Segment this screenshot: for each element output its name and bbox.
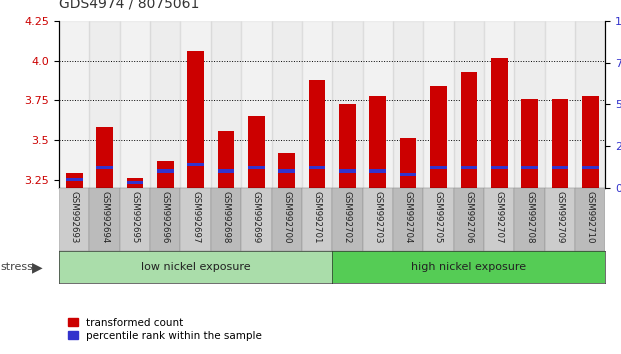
Bar (461, 166, 477, 170)
FancyBboxPatch shape (575, 188, 605, 251)
Bar (96, 166, 113, 170)
Text: GSM992695: GSM992695 (130, 191, 139, 243)
Bar (89, 21, 120, 188)
FancyBboxPatch shape (484, 188, 514, 251)
Bar (127, 181, 143, 184)
Text: GSM992699: GSM992699 (252, 191, 261, 243)
Text: GSM992705: GSM992705 (434, 191, 443, 243)
Bar (424, 21, 454, 188)
Text: GSM992697: GSM992697 (191, 191, 200, 243)
FancyBboxPatch shape (89, 188, 120, 251)
Bar (188, 51, 204, 188)
Bar (551, 166, 568, 170)
Bar (461, 72, 477, 188)
Text: low nickel exposure: low nickel exposure (141, 262, 250, 272)
Bar (491, 166, 507, 170)
FancyBboxPatch shape (181, 188, 211, 251)
Bar (369, 169, 386, 173)
Bar (309, 80, 325, 188)
FancyBboxPatch shape (363, 188, 393, 251)
FancyBboxPatch shape (514, 188, 545, 251)
FancyBboxPatch shape (271, 188, 302, 251)
Bar (271, 21, 302, 188)
Bar (302, 21, 332, 188)
Text: GSM992694: GSM992694 (100, 191, 109, 243)
Legend: transformed count, percentile rank within the sample: transformed count, percentile rank withi… (64, 314, 266, 345)
Bar (393, 21, 424, 188)
Text: GSM992702: GSM992702 (343, 191, 352, 243)
Text: GSM992708: GSM992708 (525, 191, 534, 243)
Text: stress: stress (1, 262, 34, 272)
Bar (339, 169, 356, 173)
Bar (514, 21, 545, 188)
Bar (217, 131, 234, 188)
FancyBboxPatch shape (241, 188, 271, 251)
Text: GSM992703: GSM992703 (373, 191, 383, 243)
Bar (211, 21, 241, 188)
Text: GSM992709: GSM992709 (555, 191, 564, 243)
Bar (59, 21, 89, 188)
Bar (120, 21, 150, 188)
Text: ▶: ▶ (32, 260, 43, 274)
Bar (430, 166, 447, 170)
Bar (66, 178, 83, 181)
Bar (278, 169, 295, 173)
Bar (248, 166, 265, 170)
Bar (484, 21, 514, 188)
FancyBboxPatch shape (454, 188, 484, 251)
Bar (521, 166, 538, 170)
Text: GSM992698: GSM992698 (222, 191, 230, 243)
Text: GSM992701: GSM992701 (312, 191, 322, 243)
Bar (248, 116, 265, 188)
Bar (551, 99, 568, 188)
Text: high nickel exposure: high nickel exposure (411, 262, 527, 272)
Bar (582, 96, 599, 188)
FancyBboxPatch shape (545, 188, 575, 251)
Bar (339, 104, 356, 188)
FancyBboxPatch shape (150, 188, 181, 251)
Bar (545, 21, 575, 188)
Bar (521, 99, 538, 188)
Bar (491, 58, 507, 188)
Bar (241, 21, 271, 188)
FancyBboxPatch shape (393, 188, 424, 251)
Bar (188, 162, 204, 166)
Bar (96, 127, 113, 188)
Text: GSM992707: GSM992707 (495, 191, 504, 243)
FancyBboxPatch shape (120, 188, 150, 251)
Bar (369, 96, 386, 188)
FancyBboxPatch shape (211, 188, 241, 251)
Text: GSM992696: GSM992696 (161, 191, 170, 243)
Text: GSM992710: GSM992710 (586, 191, 595, 243)
Bar (278, 153, 295, 188)
Bar (430, 86, 447, 188)
Bar (400, 172, 417, 176)
Bar (127, 178, 143, 188)
Bar (157, 169, 174, 173)
FancyBboxPatch shape (59, 188, 89, 251)
Text: GSM992700: GSM992700 (282, 191, 291, 243)
Text: GSM992704: GSM992704 (404, 191, 412, 243)
FancyBboxPatch shape (332, 188, 363, 251)
Bar (150, 21, 181, 188)
Bar (309, 166, 325, 170)
Bar (217, 169, 234, 173)
Bar (363, 21, 393, 188)
Bar (66, 173, 83, 188)
FancyBboxPatch shape (424, 188, 454, 251)
Bar (575, 21, 605, 188)
Bar (582, 166, 599, 170)
Bar (157, 161, 174, 188)
Bar (181, 21, 211, 188)
Bar (454, 21, 484, 188)
FancyBboxPatch shape (302, 188, 332, 251)
Bar (400, 138, 417, 188)
Text: GDS4974 / 8075061: GDS4974 / 8075061 (59, 0, 199, 11)
Text: GSM992693: GSM992693 (70, 191, 79, 243)
Text: GSM992706: GSM992706 (465, 191, 473, 243)
Bar (332, 21, 363, 188)
